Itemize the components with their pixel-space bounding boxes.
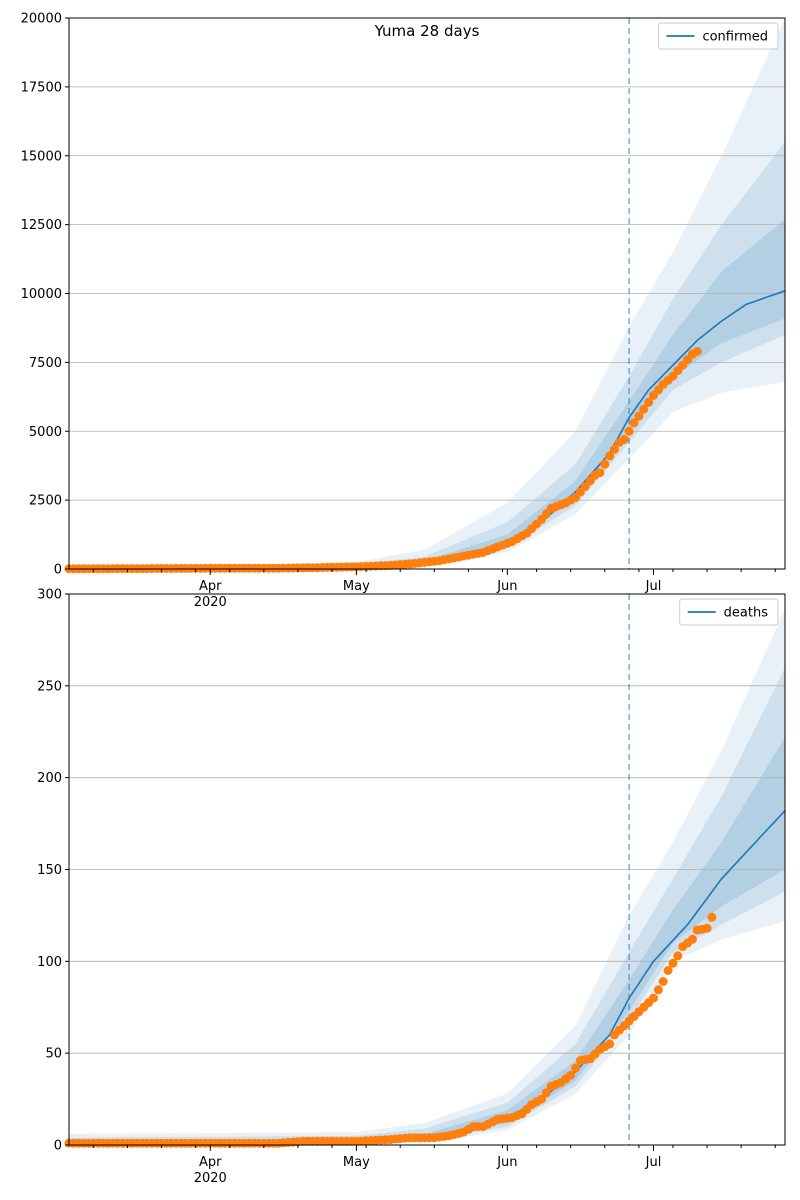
observed-point (605, 451, 615, 461)
band-outer (69, 608, 785, 1145)
observed-point (658, 977, 668, 986)
observed-point (595, 468, 605, 478)
confirmed-y-ticks: 0 2500 5000 7500 10000 12500 15000 17500 20000 (21, 12, 69, 578)
confirmed-panel: 0 2500 5000 7500 10000 12500 15000 17500 20000 A… (21, 12, 786, 610)
observed-point (610, 444, 619, 454)
observed-point (624, 426, 634, 436)
x-tick-label: Apr (199, 1155, 222, 1170)
observed-point (600, 459, 610, 469)
y-tick-label: 0 (54, 563, 62, 578)
x-tick-label: Jul (645, 579, 662, 594)
confirmed-legend-label: confirmed (702, 30, 768, 45)
y-tick-label: 150 (37, 863, 62, 878)
deaths-legend: deaths (679, 598, 779, 626)
observed-point (673, 951, 683, 961)
y-tick-label: 15000 (21, 149, 62, 164)
observed-point (566, 1070, 576, 1080)
y-tick-label: 17500 (21, 80, 62, 95)
observed-point (629, 418, 639, 428)
observed-point (619, 435, 629, 444)
observed-point (653, 985, 663, 995)
band-inner (69, 219, 785, 569)
x-tick-label: Jul (645, 1155, 662, 1170)
observed-point (639, 404, 649, 414)
deaths-legend-label: deaths (724, 606, 769, 621)
y-tick-label: 50 (45, 1047, 62, 1062)
observed-point (605, 1039, 615, 1049)
observed-point (634, 411, 644, 421)
x-tick-label: Apr (199, 579, 222, 594)
observed-point (649, 993, 658, 1003)
deaths-legend-box (679, 598, 779, 626)
x-tick-label: May (343, 579, 370, 594)
y-tick-label: 2500 (29, 494, 62, 509)
observed-point (663, 966, 673, 975)
band-middle (69, 667, 785, 1145)
chart-title: Yuma 28 days (374, 22, 480, 40)
y-tick-label: 250 (37, 679, 62, 694)
x-tick-label: Jun (496, 1155, 517, 1170)
y-tick-label: 20000 (21, 12, 62, 27)
observed-point (668, 958, 678, 968)
x-tick-label: May (343, 1155, 370, 1170)
confirmed-legend: confirmed (657, 22, 779, 50)
deaths-y-ticks: 0 50 100 150 200 250 300 (37, 588, 69, 1154)
y-tick-label: 100 (37, 955, 62, 970)
y-tick-label: 7500 (29, 356, 62, 371)
observed-point (537, 1094, 546, 1104)
x-tick-label: Jun (496, 579, 517, 594)
y-tick-label: 200 (37, 771, 62, 786)
x-tick-year-label: 2020 (194, 1171, 227, 1186)
observed-point (688, 934, 697, 944)
y-tick-label: 0 (54, 1139, 62, 1154)
confirmed-legend-box (657, 22, 779, 50)
y-tick-label: 5000 (29, 425, 62, 440)
x-tick-year-label: 2020 (194, 595, 227, 610)
y-tick-label: 10000 (21, 287, 62, 302)
observed-point (644, 397, 654, 407)
y-tick-label: 12500 (21, 218, 62, 233)
deaths-uncertainty-bands (69, 608, 785, 1145)
observed-point (707, 912, 717, 922)
observed-point (702, 923, 712, 933)
y-tick-label: 300 (37, 588, 62, 603)
observed-point (571, 1063, 581, 1073)
observed-point (541, 1088, 551, 1098)
observed-point (692, 346, 702, 356)
